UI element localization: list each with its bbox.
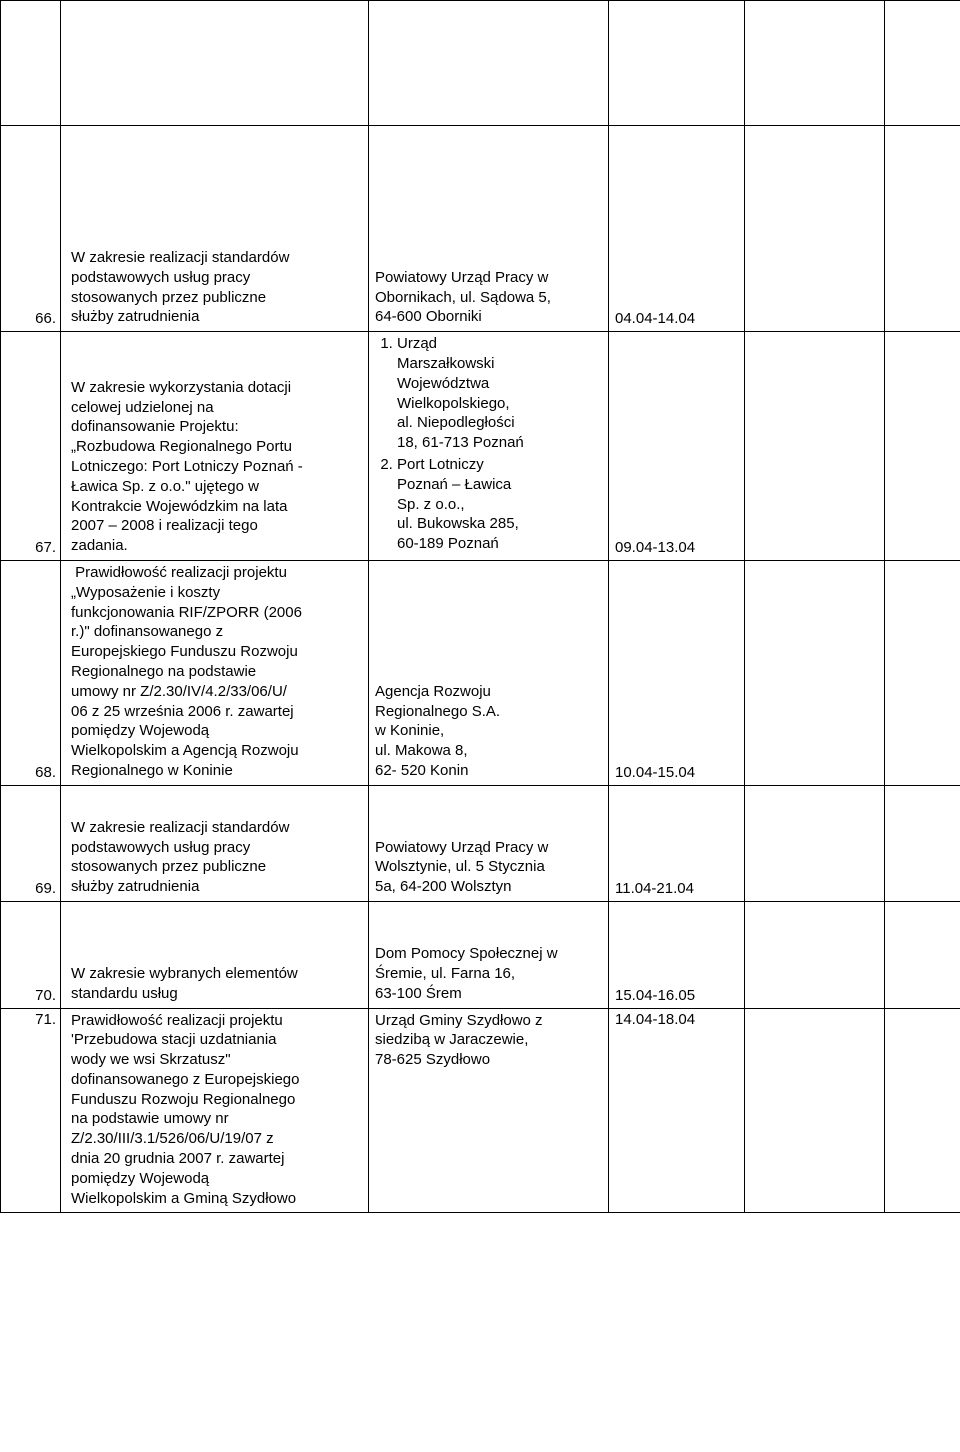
row-date: 11.04-21.04 (609, 785, 745, 901)
list-item: Port LotniczyPoznań – ŁawicaSp. z o.o.,u… (397, 455, 602, 554)
table-row: 71. Prawidłowość realizacji projektu'Prz… (1, 1008, 960, 1213)
row-date: 04.04-14.04 (609, 126, 745, 332)
empty-cell (885, 126, 960, 332)
empty-cell (61, 1, 369, 126)
loc-text: Agencja RozwojuRegionalnego S.A.w Konini… (375, 682, 602, 781)
loc-text: Powiatowy Urząd Pracy wObornikach, ul. S… (375, 268, 602, 327)
row-number: 67. (1, 332, 61, 561)
empty-cell (745, 332, 885, 561)
empty-cell (885, 901, 960, 1008)
row-number: 68. (1, 560, 61, 785)
empty-cell (609, 1, 745, 126)
table-row: 69. W zakresie realizacji standardówpods… (1, 785, 960, 901)
empty-cell (885, 785, 960, 901)
loc-text: Dom Pomocy Społecznej wŚremie, ul. Farna… (375, 944, 602, 1003)
loc-text: Powiatowy Urząd Pracy wWolsztynie, ul. 5… (375, 838, 602, 897)
row-date: 14.04-18.04 (609, 1008, 745, 1213)
row-description: W zakresie wykorzystania dotacjicelowej … (61, 332, 369, 561)
desc-text: W zakresie realizacji standardówpodstawo… (71, 248, 362, 327)
desc-text: Prawidłowość realizacji projektu„Wyposaż… (71, 563, 362, 781)
location-list: UrządMarszałkowskiWojewództwaWielkopolsk… (375, 334, 602, 554)
desc-text: W zakresie realizacji standardówpodstawo… (71, 818, 362, 897)
row-number: 71. (1, 1008, 61, 1213)
row-number: 69. (1, 785, 61, 901)
row-description: W zakresie realizacji standardówpodstawo… (61, 126, 369, 332)
empty-cell (745, 1008, 885, 1213)
row-number: 70. (1, 901, 61, 1008)
list-item: UrządMarszałkowskiWojewództwaWielkopolsk… (397, 334, 602, 453)
row-location: Urząd Gminy Szydłowo zsiedzibą w Jaracze… (369, 1008, 609, 1213)
empty-cell (885, 1, 960, 126)
row-location: Powiatowy Urząd Pracy wObornikach, ul. S… (369, 126, 609, 332)
empty-cell (885, 332, 960, 561)
desc-text: Prawidłowość realizacji projektu'Przebud… (71, 1011, 362, 1209)
table-row: 68. Prawidłowość realizacji projektu„Wyp… (1, 560, 960, 785)
row-date: 15.04-16.05 (609, 901, 745, 1008)
empty-cell (1, 1, 61, 126)
table-row: 70. W zakresie wybranych elementówstanda… (1, 901, 960, 1008)
empty-cell (369, 1, 609, 126)
row-number: 66. (1, 126, 61, 332)
desc-text: W zakresie wybranych elementówstandardu … (71, 964, 362, 1004)
header-spacer-row (1, 1, 960, 126)
row-description: W zakresie realizacji standardówpodstawo… (61, 785, 369, 901)
row-location: Agencja RozwojuRegionalnego S.A.w Konini… (369, 560, 609, 785)
row-location: UrządMarszałkowskiWojewództwaWielkopolsk… (369, 332, 609, 561)
row-description: W zakresie wybranych elementówstandardu … (61, 901, 369, 1008)
empty-cell (885, 560, 960, 785)
empty-cell (745, 901, 885, 1008)
row-date: 10.04-15.04 (609, 560, 745, 785)
empty-cell (745, 126, 885, 332)
row-location: Dom Pomocy Społecznej wŚremie, ul. Farna… (369, 901, 609, 1008)
empty-cell (745, 560, 885, 785)
row-description: Prawidłowość realizacji projektu„Wyposaż… (61, 560, 369, 785)
empty-cell (745, 1, 885, 126)
data-table: 66. W zakresie realizacji standardówpods… (0, 0, 960, 1213)
empty-cell (745, 785, 885, 901)
empty-cell (885, 1008, 960, 1213)
table-row: 66. W zakresie realizacji standardówpods… (1, 126, 960, 332)
desc-text: W zakresie wykorzystania dotacjicelowej … (71, 378, 362, 556)
table-row: 67. W zakresie wykorzystania dotacjicelo… (1, 332, 960, 561)
row-location: Powiatowy Urząd Pracy wWolsztynie, ul. 5… (369, 785, 609, 901)
row-date: 09.04-13.04 (609, 332, 745, 561)
row-description: Prawidłowość realizacji projektu'Przebud… (61, 1008, 369, 1213)
loc-text: Urząd Gminy Szydłowo zsiedzibą w Jaracze… (375, 1011, 602, 1070)
